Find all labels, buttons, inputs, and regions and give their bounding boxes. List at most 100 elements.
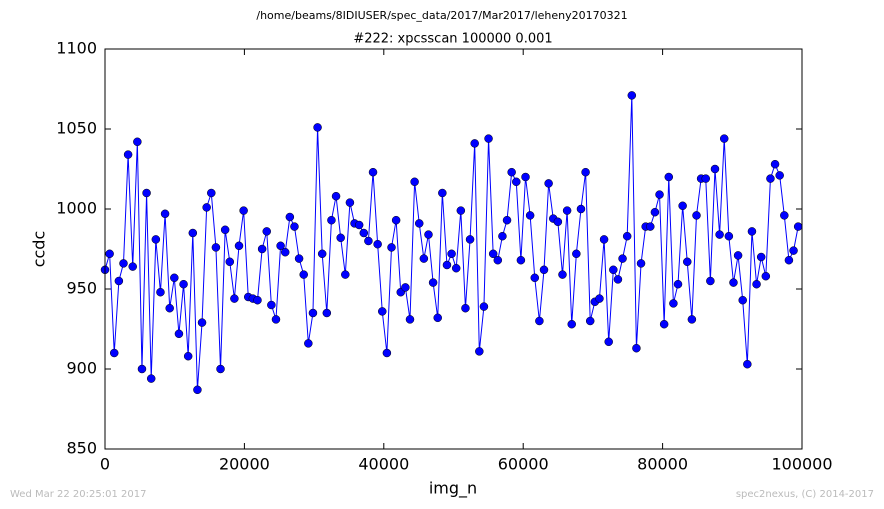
data-point [109, 348, 119, 358]
y-axis-label: ccdc [30, 231, 49, 268]
data-point [193, 385, 202, 395]
data-point [202, 203, 211, 212]
data-point [456, 206, 466, 215]
data-point [756, 252, 766, 262]
data-point [581, 167, 590, 177]
x-tick-label: 20000 [219, 455, 270, 474]
data-point [650, 207, 660, 217]
data-point [299, 270, 308, 279]
data-point [207, 188, 216, 198]
data-point [401, 283, 410, 292]
data-point [391, 215, 401, 225]
data-point [151, 235, 161, 244]
data-point [789, 246, 798, 255]
data-point [239, 206, 248, 215]
data-point [119, 259, 128, 268]
data-point [211, 243, 221, 252]
data-point [743, 359, 752, 369]
y-tick-label: 850 [66, 439, 97, 458]
data-point [128, 262, 137, 271]
x-tick-label: 40000 [358, 455, 409, 474]
data-point [609, 265, 618, 275]
data-point [188, 228, 198, 238]
data-point [382, 348, 392, 358]
data-point [525, 211, 535, 220]
plot-frame [104, 48, 803, 450]
data-point [775, 171, 784, 180]
data-point [599, 235, 609, 244]
data-point [230, 294, 239, 303]
data-point [613, 275, 623, 284]
data-point [576, 204, 586, 214]
data-point [484, 134, 493, 143]
data-point [567, 319, 576, 329]
data-point [364, 236, 373, 246]
data-point [354, 220, 364, 230]
data-point [659, 319, 669, 329]
y-tick-label: 1050 [56, 119, 97, 138]
x-tick-label: 0 [100, 455, 110, 474]
data-point [572, 249, 581, 259]
data-point [553, 217, 563, 227]
data-point [475, 347, 484, 356]
data-point [780, 211, 789, 220]
data-point [197, 318, 207, 327]
data-point [424, 230, 433, 239]
data-point [710, 164, 720, 174]
data-point [313, 123, 322, 132]
data-point [165, 303, 174, 313]
data-point [493, 255, 503, 265]
data-point [461, 303, 470, 313]
data-point [170, 273, 179, 283]
data-point [280, 247, 290, 257]
data-point [327, 215, 336, 225]
data-point [123, 150, 133, 159]
data-point [225, 257, 235, 267]
data-point [470, 139, 479, 148]
data-point [669, 299, 678, 308]
y-tick-label: 950 [66, 279, 97, 298]
data-point [442, 260, 452, 270]
data-point [317, 249, 327, 259]
data-point [761, 271, 771, 281]
data-point [368, 167, 378, 177]
data-point [733, 251, 743, 260]
data-point [595, 294, 604, 303]
data-point [451, 263, 461, 273]
data-point [738, 295, 747, 305]
data-point [387, 243, 396, 252]
data-point [521, 172, 530, 182]
data-point [729, 278, 738, 287]
data-point [706, 276, 715, 286]
x-tick-label: 60000 [498, 455, 549, 474]
data-point [142, 188, 151, 198]
data-point [428, 278, 438, 287]
data-point [488, 249, 498, 259]
data-point [618, 254, 627, 263]
data-point [498, 231, 507, 241]
data-point [535, 316, 544, 326]
x-tick-label: 100000 [771, 455, 832, 474]
data-point [683, 257, 692, 267]
data-point [234, 241, 244, 251]
data-point [447, 249, 456, 259]
data-point [604, 337, 613, 347]
data-point [433, 313, 442, 323]
data-point [655, 190, 664, 199]
data-point [784, 255, 794, 265]
data-point [646, 222, 655, 231]
data-point [530, 273, 540, 283]
data-point [322, 308, 332, 318]
data-point [290, 222, 299, 231]
suptitle: /home/beams/8IDIUSER/spec_data/2017/Mar2… [256, 9, 627, 22]
data-point [724, 231, 734, 241]
footer-right: spec2nexus, (C) 2014-2017 [736, 489, 874, 500]
data-point [752, 279, 761, 289]
data-point [627, 91, 637, 100]
data-point [105, 249, 114, 259]
data-point [793, 222, 803, 231]
data-point [479, 302, 489, 311]
data-point [512, 177, 521, 187]
